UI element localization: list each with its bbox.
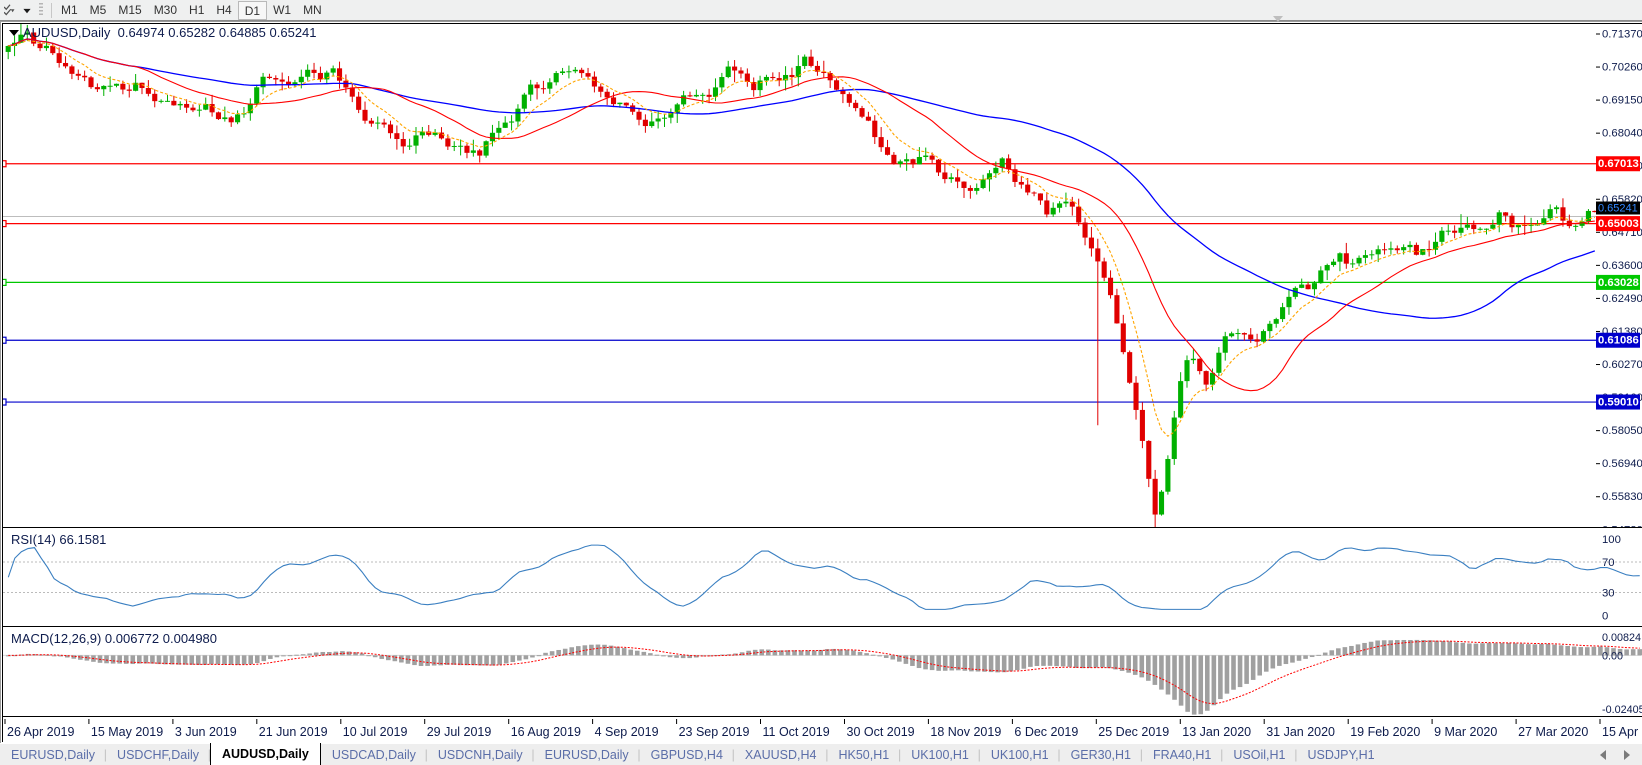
svg-text:0.65241: 0.65241 bbox=[1598, 203, 1638, 215]
svg-text:0.60270: 0.60270 bbox=[1602, 359, 1642, 371]
svg-text:0.63028: 0.63028 bbox=[1598, 277, 1639, 289]
svg-text:0.58050: 0.58050 bbox=[1602, 425, 1642, 437]
svg-text:100: 100 bbox=[1602, 534, 1621, 546]
svg-text:0.67013: 0.67013 bbox=[1598, 158, 1639, 170]
svg-text:0.65003: 0.65003 bbox=[1598, 218, 1639, 230]
svg-text:0.68040: 0.68040 bbox=[1602, 128, 1642, 140]
svg-text:3 Jun 2019: 3 Jun 2019 bbox=[175, 725, 237, 739]
svg-text:0.55830: 0.55830 bbox=[1602, 491, 1642, 503]
svg-text:16 Aug 2019: 16 Aug 2019 bbox=[511, 725, 581, 739]
svg-text:29 Jul 2019: 29 Jul 2019 bbox=[427, 725, 492, 739]
svg-text:21 Jun 2019: 21 Jun 2019 bbox=[259, 725, 328, 739]
svg-text:27 Mar 2020: 27 Mar 2020 bbox=[1518, 725, 1588, 739]
svg-text:-0.024055: -0.024055 bbox=[1602, 704, 1642, 716]
svg-text:0: 0 bbox=[1602, 611, 1608, 623]
svg-text:15 May 2019: 15 May 2019 bbox=[91, 725, 163, 739]
svg-text:10 Jul 2019: 10 Jul 2019 bbox=[343, 725, 408, 739]
svg-text:0.70260: 0.70260 bbox=[1602, 62, 1642, 74]
svg-text:6 Dec 2019: 6 Dec 2019 bbox=[1014, 725, 1078, 739]
svg-text:18 Nov 2019: 18 Nov 2019 bbox=[930, 725, 1001, 739]
svg-text:15 Apr 2020: 15 Apr 2020 bbox=[1602, 725, 1642, 739]
svg-text:0.00: 0.00 bbox=[1602, 650, 1623, 662]
svg-text:0.59010: 0.59010 bbox=[1598, 397, 1639, 409]
svg-text:0.61086: 0.61086 bbox=[1598, 335, 1639, 347]
svg-text:0.63600: 0.63600 bbox=[1602, 260, 1642, 272]
svg-text:0.69150: 0.69150 bbox=[1602, 95, 1642, 107]
svg-text:13 Jan 2020: 13 Jan 2020 bbox=[1182, 725, 1251, 739]
svg-text:4 Sep 2019: 4 Sep 2019 bbox=[595, 725, 659, 739]
svg-text:25 Dec 2019: 25 Dec 2019 bbox=[1098, 725, 1169, 739]
svg-text:11 Oct 2019: 11 Oct 2019 bbox=[763, 725, 830, 739]
svg-text:26 Apr 2019: 26 Apr 2019 bbox=[7, 725, 74, 739]
svg-text:70: 70 bbox=[1602, 557, 1615, 569]
svg-text:0.71370: 0.71370 bbox=[1602, 29, 1642, 41]
svg-text:0.00824: 0.00824 bbox=[1602, 632, 1641, 644]
svg-text:30 Oct 2019: 30 Oct 2019 bbox=[847, 725, 915, 739]
svg-text:30: 30 bbox=[1602, 588, 1615, 600]
svg-text:0.54720: 0.54720 bbox=[1602, 524, 1642, 528]
svg-text:9 Mar 2020: 9 Mar 2020 bbox=[1434, 725, 1497, 739]
svg-text:19 Feb 2020: 19 Feb 2020 bbox=[1350, 725, 1420, 739]
svg-text:23 Sep 2019: 23 Sep 2019 bbox=[679, 725, 750, 739]
svg-text:0.56940: 0.56940 bbox=[1602, 458, 1642, 470]
svg-text:31 Jan 2020: 31 Jan 2020 bbox=[1266, 725, 1335, 739]
svg-text:0.62490: 0.62490 bbox=[1602, 293, 1642, 305]
